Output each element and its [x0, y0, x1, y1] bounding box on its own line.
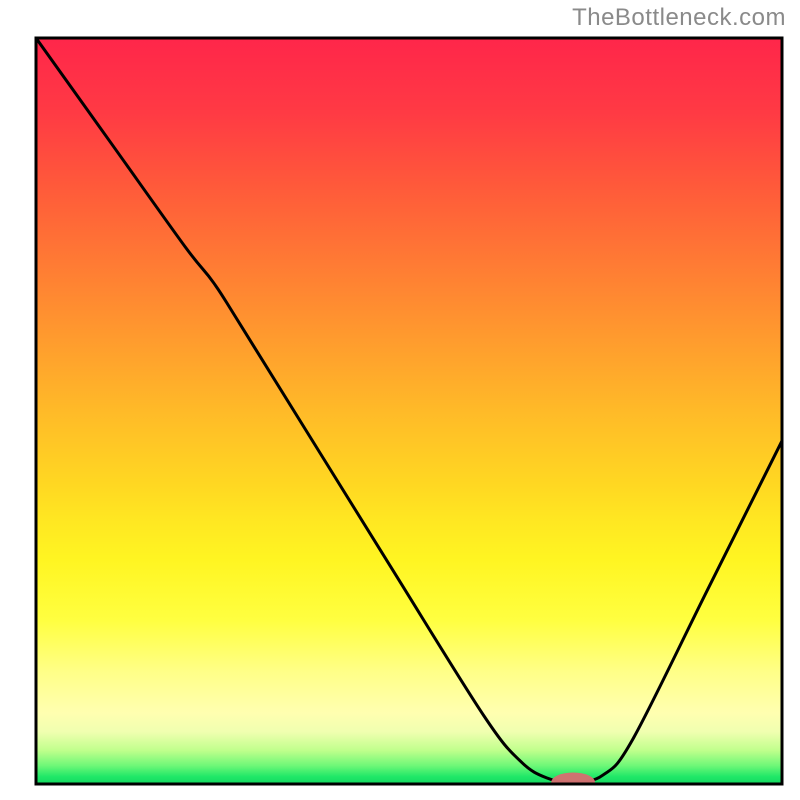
- gradient-background: [36, 38, 782, 784]
- plot-area: [36, 38, 782, 793]
- bottleneck-chart-root: { "branding": { "watermark": "TheBottlen…: [0, 0, 800, 800]
- chart-svg: [0, 0, 800, 800]
- branding-watermark: TheBottleneck.com: [572, 4, 786, 32]
